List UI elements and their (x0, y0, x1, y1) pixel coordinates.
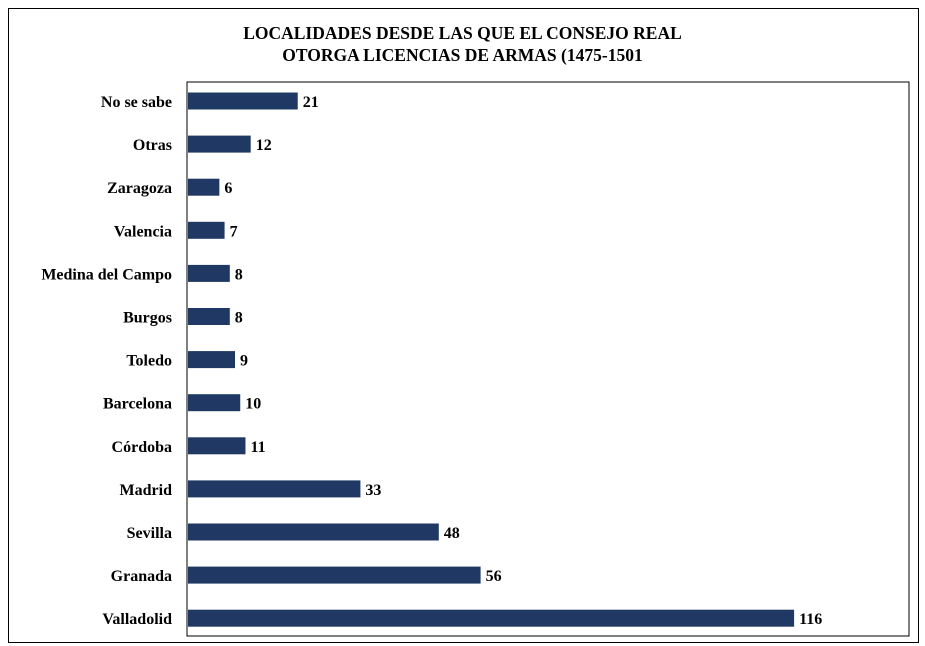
bar-4 (188, 264, 230, 282)
bar-0 (188, 92, 298, 110)
bar-3 (188, 221, 225, 239)
bar-11 (188, 566, 481, 584)
chart-frame (8, 8, 919, 643)
bar-12 (188, 609, 795, 627)
bar-6 (188, 351, 236, 369)
bar-9 (188, 480, 361, 498)
value-label-6: 9 (240, 353, 248, 370)
chart-title-line-1: LOCALIDADES DESDE LAS QUE EL CONSEJO REA… (243, 23, 682, 43)
category-label-4: Medina del Campo (41, 266, 172, 283)
value-label-5: 8 (235, 310, 243, 327)
bars-group: No se sabe 21 Otras 12 Zaragoza 6 Valencia 7 Med… (41, 92, 822, 628)
category-label-10: Sevilla (127, 525, 172, 542)
bar-5 (188, 308, 230, 325)
category-label-1: Otras (133, 137, 172, 154)
value-label-4: 8 (235, 266, 243, 283)
category-label-0: No se sabe (101, 94, 172, 111)
chart-title: LOCALIDADES DESDE LAS QUE EL CONSEJO REA… (0, 22, 925, 66)
category-label-7: Barcelona (103, 396, 172, 413)
category-label-12: Valladolid (102, 611, 172, 628)
value-label-7: 10 (245, 396, 261, 413)
value-label-11: 56 (486, 568, 502, 585)
value-label-10: 48 (444, 525, 460, 542)
plot-area (186, 81, 910, 637)
bar-1 (188, 135, 251, 153)
value-label-12: 116 (799, 611, 822, 628)
chart-title-line-2: OTORGA LICENCIAS DE ARMAS (1475-1501 (282, 45, 643, 65)
category-label-6: Toledo (126, 353, 172, 370)
bar-7 (188, 394, 241, 412)
category-label-2: Zaragoza (107, 180, 172, 197)
bar-2 (188, 178, 220, 196)
category-label-3: Valencia (114, 223, 172, 240)
category-label-8: Córdoba (112, 439, 172, 456)
category-label-9: Madrid (120, 482, 173, 499)
value-label-8: 11 (250, 439, 265, 456)
value-label-3: 7 (230, 223, 238, 240)
value-label-9: 33 (365, 482, 381, 499)
value-label-1: 12 (256, 137, 272, 154)
category-label-5: Burgos (123, 310, 172, 327)
category-label-11: Granada (111, 568, 172, 585)
value-label-2: 6 (224, 180, 232, 197)
bar-8 (188, 437, 246, 455)
bar-10 (188, 523, 439, 541)
value-label-0: 21 (303, 94, 319, 111)
